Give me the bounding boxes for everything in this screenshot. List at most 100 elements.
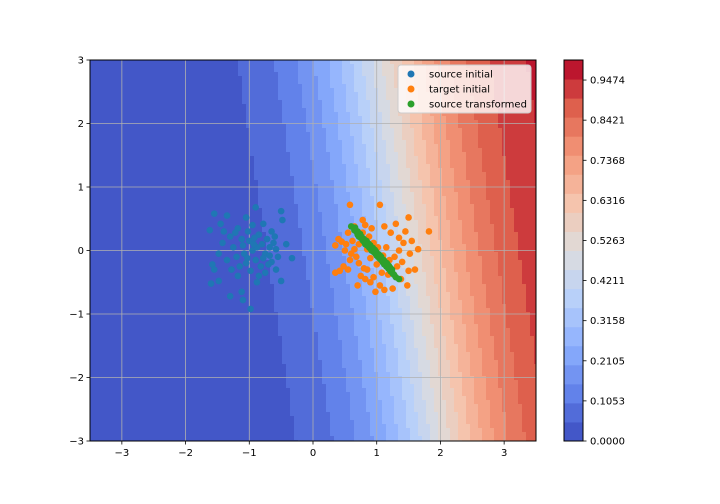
contour-cell (234, 280, 239, 285)
contour-cell (262, 208, 267, 213)
contour-cell (218, 292, 223, 297)
contour-cell (250, 108, 255, 113)
contour-cell (194, 408, 199, 413)
contour-cell (202, 340, 207, 345)
contour-cell (238, 332, 243, 337)
contour-cell (258, 396, 263, 401)
contour-cell (126, 216, 131, 221)
contour-cell (146, 332, 151, 337)
contour-cell (194, 60, 199, 65)
contour-cell (234, 216, 239, 221)
contour-cell (106, 224, 111, 229)
contour-cell (206, 184, 211, 189)
contour-cell (294, 168, 299, 173)
contour-cell (154, 432, 159, 437)
contour-cell (106, 260, 111, 265)
contour-cell (130, 140, 135, 145)
contour-cell (126, 404, 131, 409)
contour-cell (286, 288, 291, 293)
contour-cell (178, 356, 183, 361)
contour-cell (178, 136, 183, 141)
contour-cell (290, 276, 295, 281)
contour-cell (186, 284, 191, 289)
contour-cell (106, 92, 111, 97)
contour-cell (282, 156, 287, 161)
contour-cell (266, 96, 271, 101)
contour-cell (158, 428, 163, 433)
contour-cell (222, 208, 227, 213)
contour-cell (226, 344, 231, 349)
contour-cell (138, 140, 143, 145)
contour-cell (134, 196, 139, 201)
contour-cell (178, 328, 183, 333)
contour-cell (170, 228, 175, 233)
contour-cell (126, 168, 131, 173)
contour-cell (202, 160, 207, 165)
contour-cell (194, 96, 199, 101)
contour-cell (182, 188, 187, 193)
contour-cell (222, 88, 227, 93)
contour-cell (166, 380, 171, 385)
contour-cell (90, 328, 95, 333)
contour-cell (158, 324, 163, 329)
contour-cell (106, 208, 111, 213)
contour-cell (102, 84, 107, 89)
contour-cell (246, 120, 251, 125)
contour-cell (186, 328, 191, 333)
contour-cell (174, 240, 179, 245)
contour-cell (134, 372, 139, 377)
contour-cell (198, 168, 203, 173)
contour-cell (142, 292, 147, 297)
contour-cell (210, 172, 215, 177)
contour-cell (210, 164, 215, 169)
contour-cell (174, 416, 179, 421)
contour-cell (238, 276, 243, 281)
contour-cell (94, 320, 99, 325)
contour-cell (238, 300, 243, 305)
contour-cell (174, 256, 179, 261)
contour-cell (138, 108, 143, 113)
contour-cell (202, 364, 207, 369)
contour-cell (294, 276, 299, 281)
contour-cell (202, 416, 207, 421)
contour-cell (222, 380, 227, 385)
contour-cell (246, 364, 251, 369)
contour-cell (266, 228, 271, 233)
contour-cell (214, 412, 219, 417)
contour-cell (134, 180, 139, 185)
contour-cell (170, 128, 175, 133)
contour-cell (190, 412, 195, 417)
contour-cell (194, 152, 199, 157)
contour-cell (106, 284, 111, 289)
contour-cell (130, 224, 135, 229)
contour-cell (258, 184, 263, 189)
contour-cell (250, 296, 255, 301)
contour-cell (102, 240, 107, 245)
contour-cell (98, 360, 103, 365)
contour-cell (294, 192, 299, 197)
contour-cell (286, 148, 291, 153)
contour-cell (106, 200, 111, 205)
contour-cell (278, 320, 283, 325)
contour-cell (182, 396, 187, 401)
contour-cell (234, 384, 239, 389)
contour-cell (94, 372, 99, 377)
contour-cell (90, 208, 95, 213)
contour-cell (258, 116, 263, 121)
contour-cell (250, 428, 255, 433)
contour-cell (230, 428, 235, 433)
contour-cell (102, 308, 107, 313)
contour-cell (126, 396, 131, 401)
contour-cell (242, 144, 247, 149)
contour-cell (110, 192, 115, 197)
contour-cell (126, 88, 131, 93)
contour-cell (290, 408, 295, 413)
contour-cell (186, 140, 191, 145)
contour-cell (270, 148, 275, 153)
contour-cell (194, 396, 199, 401)
contour-cell (162, 296, 167, 301)
contour-cell (170, 184, 175, 189)
contour-cell (230, 108, 235, 113)
contour-cell (158, 132, 163, 137)
contour-cell (158, 80, 163, 85)
